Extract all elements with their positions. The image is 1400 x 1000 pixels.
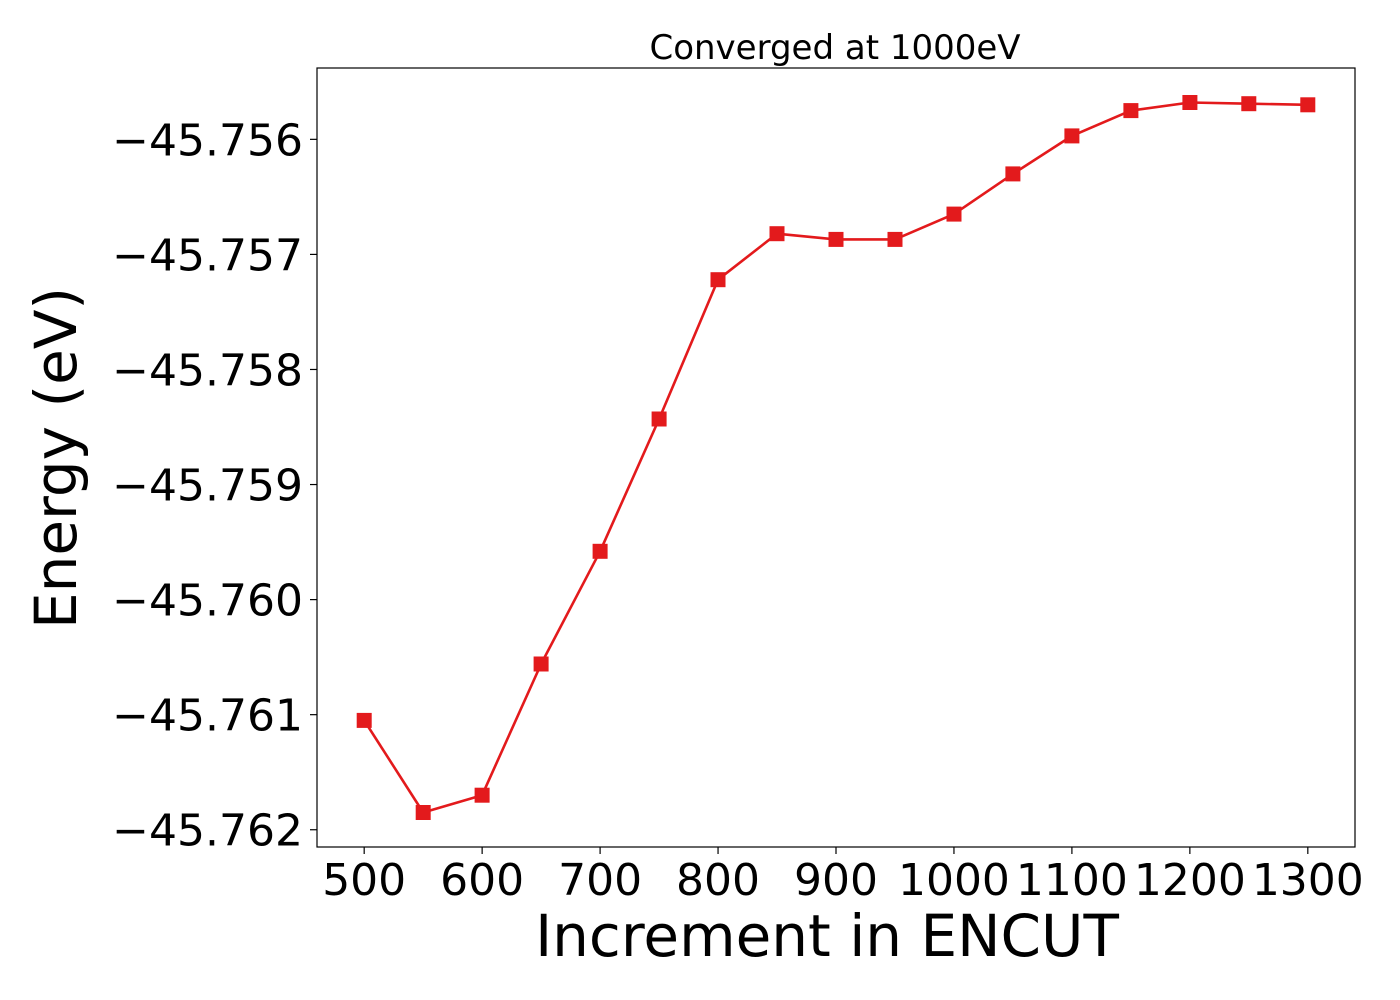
y-tick-label: −45.759 [112,461,303,512]
x-tick-label: 900 [794,855,878,906]
y-tick-label: −45.762 [112,806,303,857]
data-point-marker [946,206,962,222]
y-tick-label: −45.761 [112,691,303,742]
data-point-marker [1241,96,1257,112]
plot-area [356,95,1316,820]
data-point-marker [533,656,549,672]
data-point-marker [415,805,431,820]
data-point-marker [887,231,903,247]
x-axis-label: Increment in ENCUT [535,902,1119,970]
x-tick-label: 600 [440,855,524,906]
x-tick-label: 1000 [898,855,1010,906]
series-line [363,101,1308,814]
x-tick-label: 1300 [1252,855,1364,906]
y-axis-label: Energy (eV) [22,287,90,629]
x-tick-label: 700 [558,855,642,906]
x-tick-label: 800 [676,855,760,906]
chart-title: Converged at 1000eV [649,28,1020,68]
x-tick-label: 1100 [1016,855,1128,906]
data-point-marker [651,411,667,427]
data-point-marker [1182,95,1198,110]
y-tick-label: −45.756 [112,115,303,166]
data-point-marker [1005,166,1021,182]
x-tick-label: 1200 [1134,855,1246,906]
y-tick-label: −45.757 [112,230,303,281]
data-point-marker [474,787,490,803]
y-tick-label: −45.758 [112,345,303,396]
data-point-marker [828,231,844,247]
data-point-marker [769,226,785,242]
data-point-marker [710,272,726,288]
y-tick-label: −45.760 [112,576,303,627]
x-tick-label: 500 [322,855,406,906]
data-point-marker [1300,97,1316,113]
data-point-marker [1123,103,1139,119]
x-axis: 500 600 700 800 900 1000 1100 1200 1300 [322,847,1364,906]
data-point-marker [592,543,608,559]
data-point-marker [356,712,372,728]
y-axis: −45.762 −45.761 −45.760 −45.759 −45.758 −45.7… [112,115,317,857]
data-point-marker [1064,128,1080,144]
axes-frame [316,67,1356,848]
